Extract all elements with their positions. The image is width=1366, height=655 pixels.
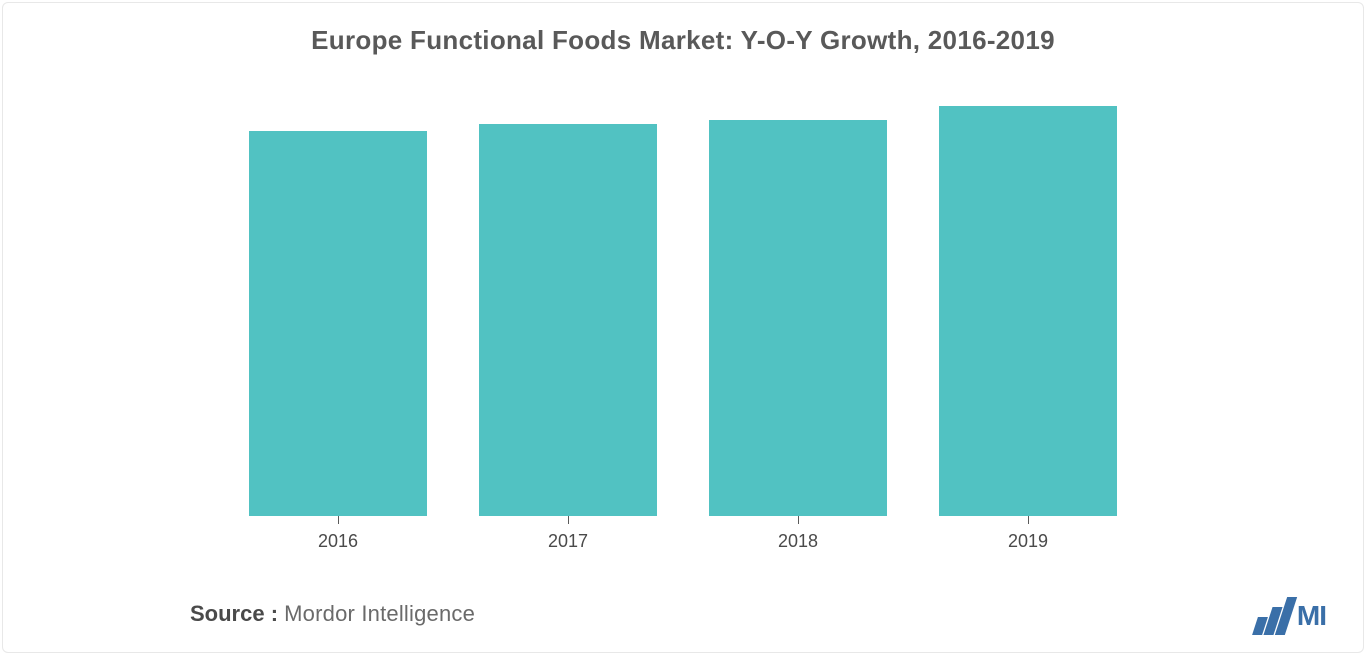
plot-area: [223, 106, 1143, 516]
bar-group: [913, 106, 1143, 516]
chart-container: Europe Functional Foods Market: Y-O-Y Gr…: [0, 0, 1366, 655]
x-tick: [798, 516, 799, 524]
logo-text: MI: [1297, 600, 1326, 632]
x-axis-label: 2019: [913, 531, 1143, 552]
bar-group: [223, 106, 453, 516]
x-tick: [1028, 516, 1029, 524]
bar: [709, 120, 887, 516]
bar: [249, 131, 427, 516]
bar-group: [683, 106, 913, 516]
source-attribution: Source : Mordor Intelligence: [190, 601, 475, 627]
x-axis-label: 2018: [683, 531, 913, 552]
x-tick: [338, 516, 339, 524]
bar-group: [453, 106, 683, 516]
x-axis-label: 2016: [223, 531, 453, 552]
chart-title: Europe Functional Foods Market: Y-O-Y Gr…: [60, 25, 1306, 56]
bar: [939, 106, 1117, 516]
source-value: Mordor Intelligence: [284, 601, 475, 626]
source-label: Source :: [190, 601, 278, 626]
brand-logo: MI: [1255, 597, 1326, 635]
logo-bars-icon: [1255, 597, 1291, 635]
bar: [479, 124, 657, 516]
x-tick: [568, 516, 569, 524]
bars-row: [223, 106, 1143, 516]
x-axis-label: 2017: [453, 531, 683, 552]
x-axis-labels: 2016201720182019: [223, 531, 1143, 552]
